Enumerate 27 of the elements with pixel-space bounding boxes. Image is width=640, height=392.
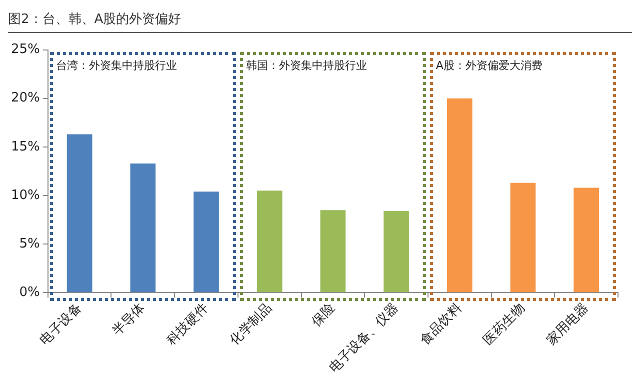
x-tick-label: 科技硬件 xyxy=(164,300,212,348)
annotation: A股：外资偏爱大消费 xyxy=(436,58,542,73)
y-tick-label: 20% xyxy=(10,90,40,106)
annotation: 台湾：外资集中持股行业 xyxy=(56,58,177,73)
chart-title: 图2：台、韩、A股的外资偏好 xyxy=(8,8,632,33)
bar xyxy=(510,182,536,292)
x-tick-label: 医药生物 xyxy=(480,300,528,348)
bar xyxy=(574,188,599,292)
x-tick-label: 电子设备 xyxy=(37,300,85,348)
bar xyxy=(446,98,472,292)
x-tick-label: 保险 xyxy=(309,300,338,330)
x-tick-label: 化学制品 xyxy=(227,300,275,348)
bar xyxy=(384,211,409,292)
x-tick-label: 半导体 xyxy=(110,300,148,339)
bar xyxy=(130,163,156,292)
x-tick-label: 食品饮料 xyxy=(417,300,465,348)
y-tick-label: 15% xyxy=(10,139,40,154)
bar xyxy=(66,134,92,292)
x-tick-label: 家用电器 xyxy=(543,300,592,348)
y-tick-label: 10% xyxy=(10,188,40,203)
annotation: 韩国：外资集中持股行业 xyxy=(246,58,367,73)
y-tick-label: 5% xyxy=(19,236,40,252)
bar xyxy=(256,190,282,292)
y-tick-label: 25% xyxy=(10,42,40,58)
y-tick-label: 0% xyxy=(19,284,40,300)
bar xyxy=(320,210,346,292)
bar xyxy=(194,192,219,292)
